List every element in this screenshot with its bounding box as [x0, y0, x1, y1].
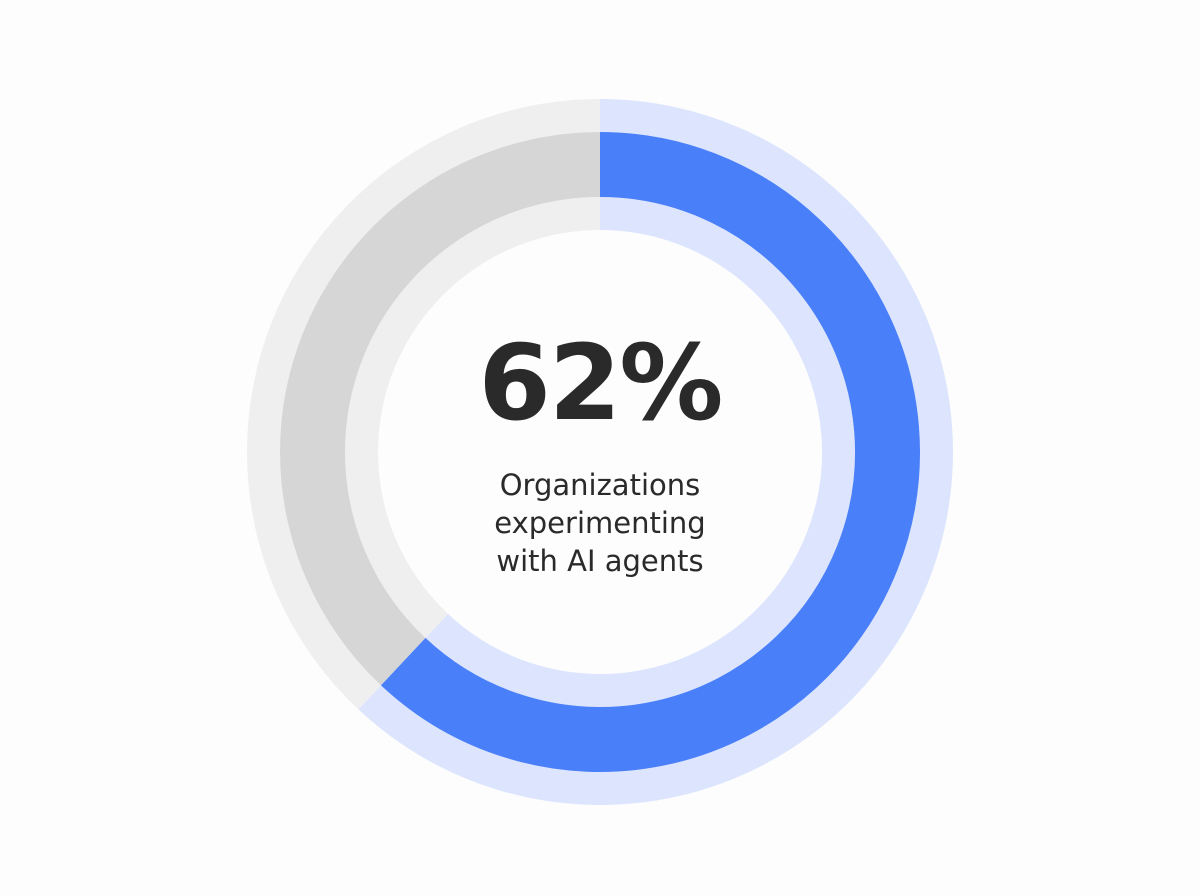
segment	[380, 132, 920, 772]
segment-halo	[358, 99, 953, 805]
center-label: Organizations experimenting with AI agen…	[494, 468, 706, 578]
segment-halo	[425, 197, 855, 707]
segment-halo	[345, 197, 601, 638]
segment	[280, 132, 601, 686]
value-label: 62%	[478, 322, 724, 444]
segment-halo	[247, 99, 601, 710]
